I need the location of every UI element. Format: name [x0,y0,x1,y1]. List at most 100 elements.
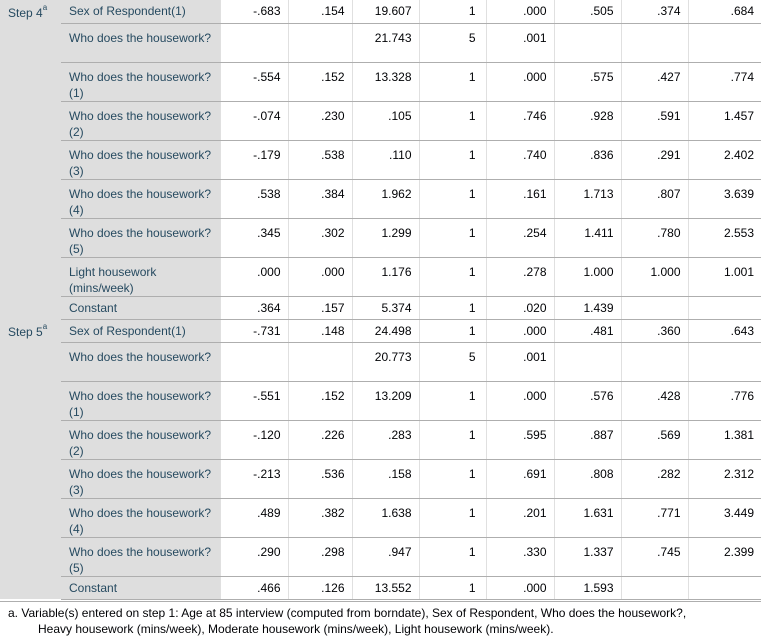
cell-lower: .427 [620,62,688,102]
cell-b: .466 [219,576,288,600]
cell-b: .538 [219,179,288,219]
variable-label: Who does the housework?(3) [61,140,220,180]
cell-se: .000 [287,257,352,297]
cell-df: 1 [418,576,486,600]
cell-sig: .000 [485,576,554,600]
cell-se: .382 [287,498,352,538]
cell-sig: .000 [485,62,554,102]
cell-b [219,342,288,382]
cell-b: -.213 [219,459,288,499]
table-row: Who does the housework?(3) -.179.538.110 1… [0,140,761,180]
cell-upper: .776 [687,381,761,421]
cell-lower [620,576,688,600]
table-footnote: a. Variable(s) entered on step 1: Age at… [8,605,748,637]
cell-wald: .947 [351,537,419,577]
variable-label: Light housework (mins/week) [61,257,220,297]
cell-upper: .643 [687,319,761,343]
footnote-marker: a [42,3,48,12]
cell-sig: .201 [485,498,554,538]
table-row: Constant .364.157 5.374 1.020 1.439 [0,296,761,320]
table-row: Who does the housework?(2) -.120.226.283 1… [0,420,761,460]
table-row: Who does the housework?(1) -.551.152 13.20… [0,381,761,421]
cell-wald: 13.552 [351,576,419,600]
table-row: Who does the housework?(2) -.074.230.105 1… [0,101,761,141]
footnote-line-2: Heavy housework (mins/week), Moderate ho… [38,622,554,636]
step-label-text: Step 4 [8,6,43,20]
cell-df: 1 [418,537,486,577]
cell-upper: 2.312 [687,459,761,499]
variable-label: Who does the housework?(3) [61,459,220,499]
cell-se: .226 [287,420,352,460]
cell-wald: .283 [351,420,419,460]
cell-sig: .740 [485,140,554,180]
cell-b: -.179 [219,140,288,180]
cell-wald: 1.962 [351,179,419,219]
cell-df: 1 [418,296,486,320]
variable-label: Who does the housework?(1) [61,62,220,102]
cell-lower: .591 [620,101,688,141]
cell-upper: .774 [687,62,761,102]
table-row: Step 5a Sex of Respondent(1) -.731.148 24.4… [0,319,761,599]
cell-expb: 1.713 [553,179,621,219]
table-row: Who does the housework? 20.773 5.001 [0,342,761,382]
table-row: Constant .466.126 13.552 1.000 1.593 [0,576,761,600]
variable-label: Who does the housework?(4) [61,498,220,538]
cell-sig: .278 [485,257,554,297]
cell-b: .364 [219,296,288,320]
cell-upper: 3.449 [687,498,761,538]
cell-df: 1 [418,140,486,180]
cell-df: 1 [418,498,486,538]
cell-df: 1 [418,381,486,421]
cell-expb [553,342,621,382]
cell-lower: .374 [620,0,688,24]
cell-sig: .746 [485,101,554,141]
cell-upper: 1.381 [687,420,761,460]
cell-expb [553,23,621,63]
cell-se: .536 [287,459,352,499]
variables-in-equation-table: Step 4a Sex of Respondent(1) -.683.154 19.6… [0,0,761,600]
table-body: Step 4a Sex of Respondent(1) -.683.154 19.6… [0,0,761,600]
variable-label: Sex of Respondent(1) [61,319,220,343]
cell-sig: .330 [485,537,554,577]
cell-sig: .595 [485,420,554,460]
cell-sig: .001 [485,342,554,382]
variable-label: Constant [61,296,220,320]
cell-b: .290 [219,537,288,577]
cell-upper: 1.001 [687,257,761,297]
cell-se: .384 [287,179,352,219]
cell-expb: .887 [553,420,621,460]
table-row: Step 4a Sex of Respondent(1) -.683.154 19.6… [0,0,761,319]
cell-lower: .771 [620,498,688,538]
cell-upper: 2.399 [687,537,761,577]
cell-expb: .576 [553,381,621,421]
variable-label: Constant [61,576,220,600]
cell-b: .345 [219,218,288,258]
cell-wald: 1.176 [351,257,419,297]
cell-sig: .254 [485,218,554,258]
variable-label: Who does the housework?(5) [61,218,220,258]
cell-lower: .807 [620,179,688,219]
cell-sig: .691 [485,459,554,499]
cell-expb: 1.631 [553,498,621,538]
cell-upper [687,23,761,63]
cell-expb: 1.411 [553,218,621,258]
cell-df: 5 [418,342,486,382]
cell-wald: 21.743 [351,23,419,63]
cell-se: .126 [287,576,352,600]
cell-df: 1 [418,257,486,297]
cell-se: .152 [287,62,352,102]
cell-lower: .291 [620,140,688,180]
cell-se [287,23,352,63]
cell-wald: .158 [351,459,419,499]
cell-sig: .001 [485,23,554,63]
cell-upper: 1.457 [687,101,761,141]
cell-wald: 13.328 [351,62,419,102]
cell-lower: .360 [620,319,688,343]
cell-lower [620,23,688,63]
cell-wald: 1.299 [351,218,419,258]
cell-lower [620,296,688,320]
cell-upper: 2.553 [687,218,761,258]
table-row: Who does the housework?(4) .489.382 1.638 1… [0,498,761,538]
cell-b: -.120 [219,420,288,460]
